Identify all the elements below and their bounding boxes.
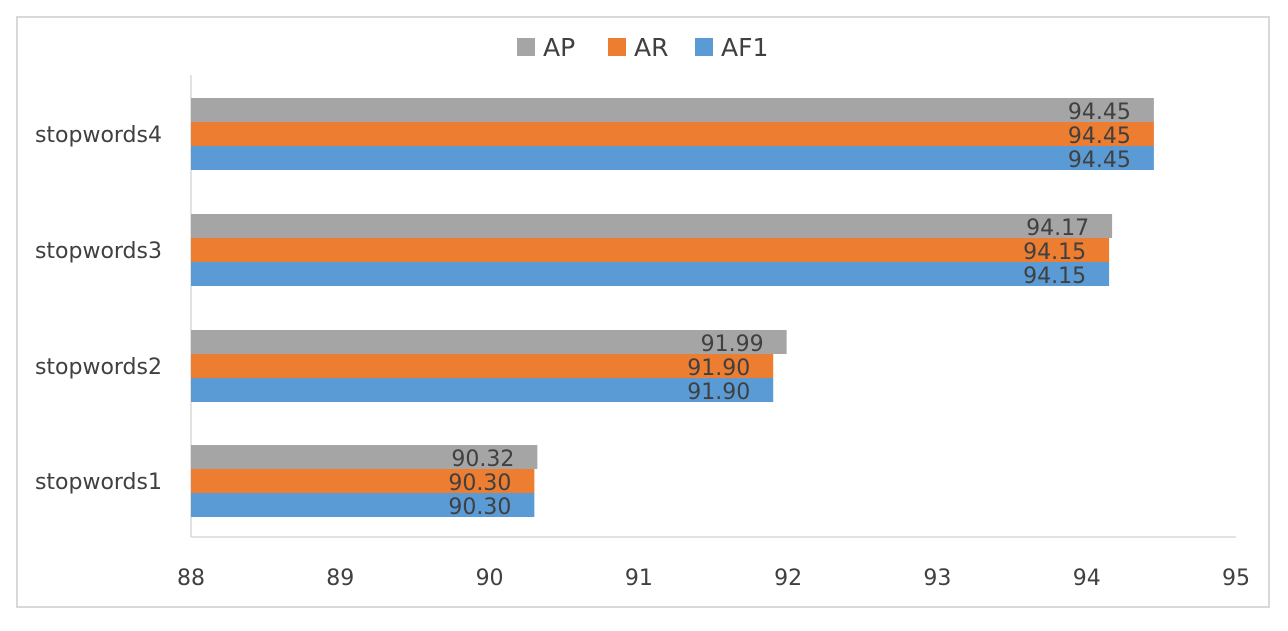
bar-af1 — [191, 262, 1110, 286]
data-label: 91.90 — [687, 356, 750, 381]
data-label: 94.15 — [1023, 264, 1086, 289]
bar-ar — [191, 238, 1110, 262]
x-tick-label: 91 — [625, 566, 653, 591]
legend-swatch-ar — [608, 38, 626, 56]
data-label: 90.30 — [448, 495, 511, 520]
x-tick-label: 92 — [774, 566, 802, 591]
x-tick-label: 93 — [923, 566, 951, 591]
legend-swatch-af1 — [695, 38, 713, 56]
bar-ap — [191, 330, 787, 354]
bar-af1 — [191, 146, 1154, 170]
bar-ap — [191, 98, 1154, 122]
bar-ar — [191, 122, 1154, 146]
legend-label-ar: AR — [634, 33, 668, 62]
data-label: 91.90 — [687, 380, 750, 405]
bar-af1 — [191, 378, 774, 402]
legend-label-af1: AF1 — [721, 33, 768, 62]
bar-ap — [191, 445, 538, 469]
category-label: stopwords1 — [35, 470, 162, 495]
legend-swatch-ap — [517, 38, 535, 56]
x-tick-label: 94 — [1073, 566, 1101, 591]
x-tick-label: 90 — [476, 566, 504, 591]
data-label: 94.15 — [1023, 240, 1086, 265]
x-tick-label: 95 — [1222, 566, 1250, 591]
category-label: stopwords3 — [35, 239, 162, 264]
category-label: stopwords4 — [35, 123, 162, 148]
category-label: stopwords2 — [35, 355, 162, 380]
data-label: 94.45 — [1068, 124, 1131, 149]
bar-ap — [191, 214, 1113, 238]
data-label: 90.32 — [451, 447, 514, 472]
data-label: 91.99 — [701, 332, 764, 357]
bar-ar — [191, 354, 774, 378]
x-tick-label: 89 — [326, 566, 354, 591]
x-tick-label: 88 — [177, 566, 205, 591]
bar-af1 — [191, 493, 535, 517]
data-label: 94.17 — [1026, 216, 1089, 241]
legend-label-ap: AP — [543, 33, 575, 62]
data-label: 90.30 — [448, 471, 511, 496]
bar-ar — [191, 469, 535, 493]
data-label: 94.45 — [1068, 100, 1131, 125]
data-label: 94.45 — [1068, 148, 1131, 173]
